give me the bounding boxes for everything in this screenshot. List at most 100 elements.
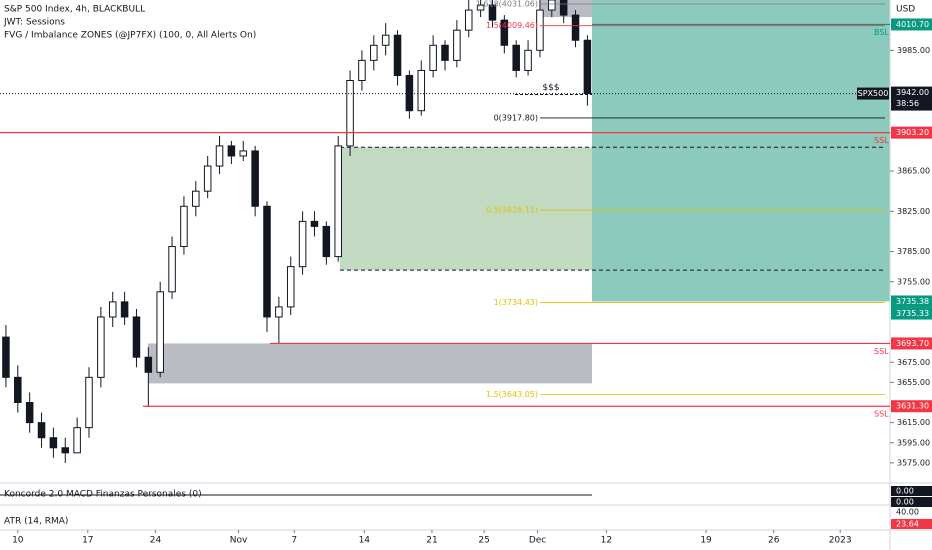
y-tick-label: 3985.00 (897, 46, 930, 55)
liquidity-label: SSL (874, 136, 889, 145)
candle-body (49, 437, 58, 449)
y-tick-label: 3865.00 (897, 167, 930, 176)
x-tick-label: 10 (12, 536, 24, 546)
x-tick-label: 24 (150, 536, 162, 546)
candle-body (251, 150, 259, 207)
fib-label: 0(3917.80) (494, 113, 538, 122)
candle-body (583, 39, 592, 95)
candle-body (275, 306, 283, 318)
atr-value: 23.64 (896, 520, 919, 529)
symbol: SPX500 (858, 89, 889, 98)
candle-body (453, 29, 461, 61)
candle-body (405, 74, 414, 112)
candle-body (2, 336, 10, 378)
x-tick-label: Dec (529, 536, 546, 546)
indicator-value: 0.00 (896, 498, 914, 507)
y-tick-label: 3615.00 (897, 418, 930, 427)
y-tick-label: 3675.00 (897, 358, 930, 367)
atr-value-box (891, 519, 932, 529)
fib-label: 1.618(4031.06) (476, 0, 538, 8)
currency: USD (896, 5, 915, 15)
indicator-label: JWT: Sessions (3, 18, 65, 28)
y-tick-label: 3655.00 (897, 378, 930, 387)
candle-body (203, 165, 212, 192)
candle-body (464, 9, 473, 31)
x-tick-label: 2023 (829, 536, 852, 546)
candle-body (156, 291, 164, 373)
candle-body (571, 14, 580, 41)
candle-body (500, 19, 509, 46)
y-tick-label: 3595.00 (897, 438, 930, 447)
chart-title: S&P 500 Index, 4h, BLACKBULL (4, 5, 145, 15)
indicator-label: FVG / Imbalance ZONES (@JP7FX) (100, 0, … (4, 31, 256, 41)
price-label: 3735.33 (896, 309, 929, 318)
x-tick-label: 19 (700, 536, 712, 546)
candle-body (180, 205, 188, 248)
candle-body (512, 44, 520, 71)
y-tick-label: 3755.00 (897, 277, 930, 286)
indicator-value: 0.00 (896, 487, 914, 496)
price-label-box (891, 337, 932, 350)
candle-body (132, 316, 141, 358)
x-tick-label: 7 (291, 536, 297, 546)
liquidity-label: BSL (874, 28, 889, 37)
candle-body (286, 266, 295, 308)
candle-body (488, 4, 497, 21)
x-tick-label: Nov (230, 536, 248, 546)
fib-label: 0.5(3826.11) (486, 206, 538, 215)
candle-body (381, 34, 390, 46)
indicator-value-box (891, 497, 932, 507)
zone (592, 0, 890, 302)
x-tick-label: 21 (426, 536, 437, 546)
indicator-value-box (891, 486, 932, 496)
candle-body (239, 150, 248, 157)
candle-body (322, 225, 331, 258)
liquidity-label: SSL (874, 410, 889, 419)
zone (148, 343, 592, 384)
y-tick-label: 3785.00 (897, 247, 930, 256)
candle-body (61, 447, 70, 454)
candle-body (120, 301, 129, 318)
price-label-box (891, 126, 932, 139)
last-price: 3942.00 (896, 88, 929, 97)
candle-body (429, 44, 437, 71)
fib-label: 1(3734.43) (494, 298, 538, 307)
y-tick-label: 3825.00 (897, 207, 930, 216)
y-tick-label: 3575.00 (897, 458, 930, 467)
candle-body (25, 402, 34, 424)
symbol-badge (857, 87, 889, 100)
candle-body (97, 316, 105, 378)
candle-body (73, 427, 81, 454)
candle-body (370, 44, 378, 61)
candle-body (215, 145, 224, 167)
candle-body (417, 69, 426, 112)
candle-body (85, 376, 93, 429)
candle-body (227, 145, 236, 157)
price-label-box (891, 307, 932, 320)
candle-body (536, 9, 544, 51)
x-tick-label: 26 (768, 536, 780, 546)
candle-body (524, 49, 532, 71)
candle-body (14, 376, 22, 403)
fib-label: 1.5(3643.05) (486, 390, 538, 399)
price-label: 3631.30 (896, 402, 929, 411)
x-tick-label: 12 (601, 536, 612, 546)
price-label: 4010.70 (896, 20, 929, 29)
candle-body (358, 59, 366, 81)
candle-body (192, 190, 200, 207)
equal-lows-label: $$$ (542, 83, 559, 93)
atr-scale: 40.00 (896, 508, 919, 517)
price-label: 3735.38 (896, 297, 929, 306)
candle-body (548, 0, 556, 11)
liquidity-label: SSL (874, 347, 889, 356)
price-label-box (891, 400, 932, 413)
indicator-label: ATR (14, RMA) (4, 517, 68, 527)
candle-body (108, 301, 117, 318)
candle-body (37, 422, 46, 439)
price-label: 3903.20 (896, 128, 929, 137)
fib-label: 1.5(4009.46) (486, 21, 538, 30)
x-tick-label: 14 (359, 536, 371, 546)
x-tick-label: 17 (82, 536, 93, 546)
candle-body (476, 4, 485, 11)
